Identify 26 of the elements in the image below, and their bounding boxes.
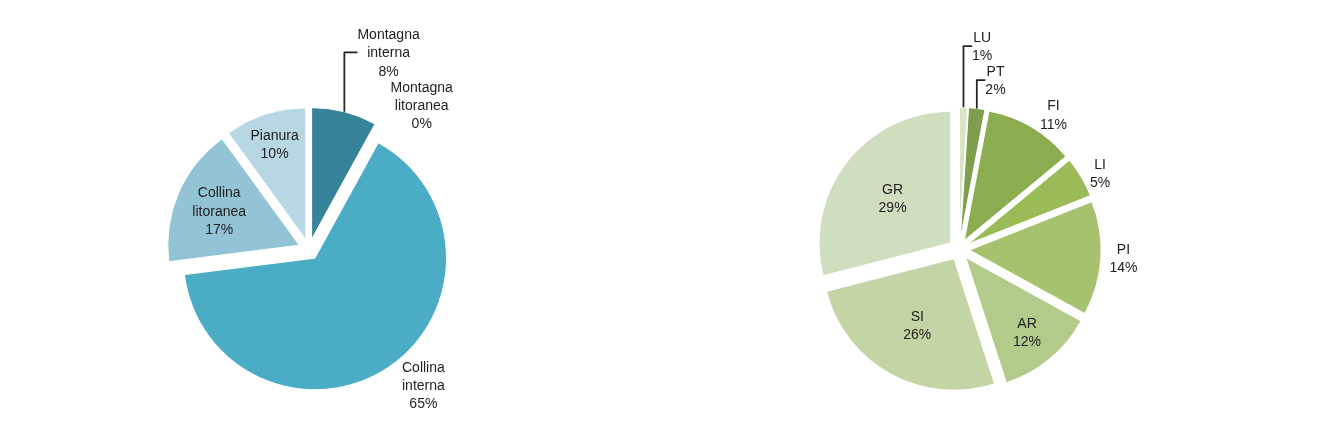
data-label: 11% xyxy=(1039,115,1067,132)
slice-label: AR xyxy=(1017,314,1037,331)
text: 0% xyxy=(411,114,432,131)
slice-label: Montagna interna xyxy=(357,26,420,61)
data-label: 12% xyxy=(1013,332,1042,349)
slice-label: FI xyxy=(1047,97,1060,114)
data-label: 29% xyxy=(878,199,907,216)
slice-label: Collina litoranea xyxy=(192,184,247,219)
category-label: Montagna litoranea xyxy=(390,78,453,113)
slice-label: Collina interna xyxy=(401,358,445,393)
data-label: 5% xyxy=(1089,173,1111,190)
slice-label: LU xyxy=(973,28,992,45)
data-label: 8% xyxy=(378,62,399,79)
data-label: 1% xyxy=(972,47,993,64)
data-label: 65% xyxy=(409,395,438,412)
slice-label: SI xyxy=(910,308,924,325)
data-label: 10% xyxy=(260,144,289,161)
data-label: 26% xyxy=(903,326,932,343)
slice-label: PI xyxy=(1116,241,1131,258)
data-label: 17% xyxy=(205,220,234,237)
slice-label: LI xyxy=(1094,155,1106,172)
slice-label: GR xyxy=(882,180,904,197)
data-label: 2% xyxy=(985,81,1006,98)
slice-label: Pianura xyxy=(250,126,299,143)
data-label: 14% xyxy=(1109,259,1138,276)
slice-label: PT xyxy=(986,63,1005,80)
